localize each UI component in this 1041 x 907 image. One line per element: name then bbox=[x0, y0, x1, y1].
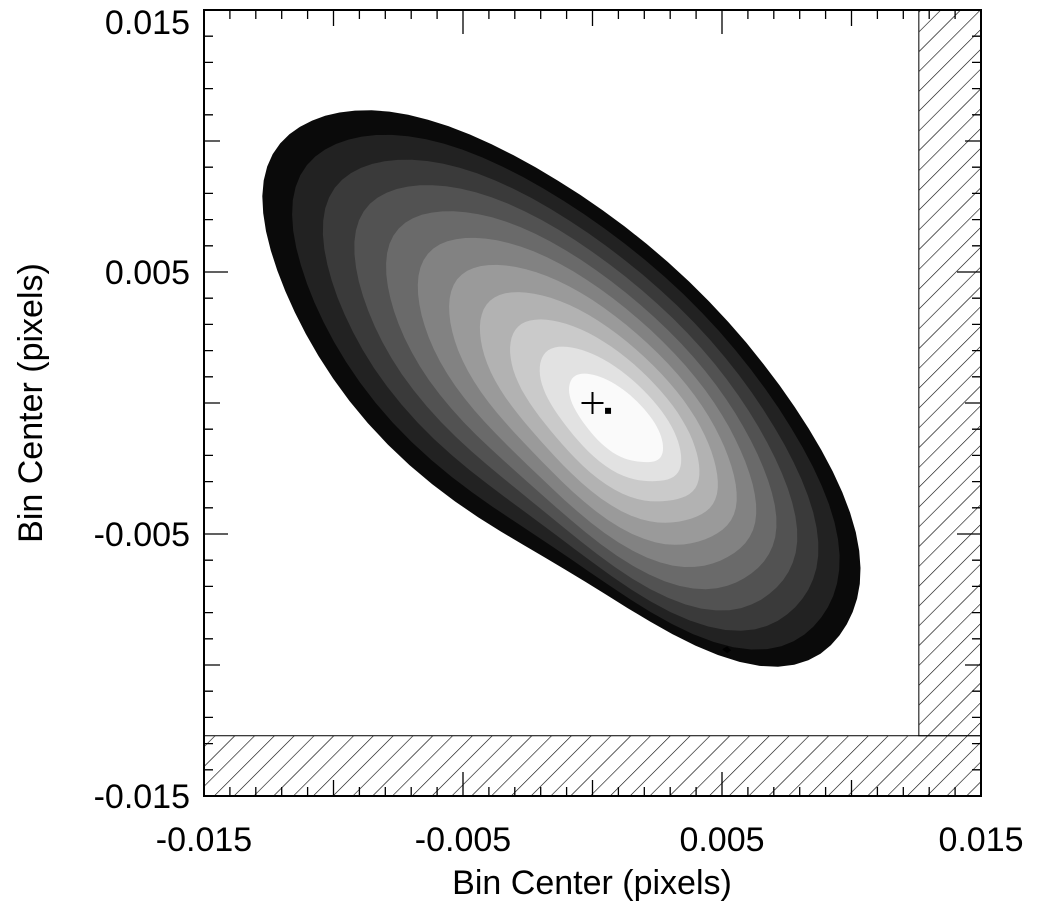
y-tick-label: 0.005 bbox=[105, 254, 190, 292]
tick-layer bbox=[204, 10, 981, 796]
square-marker bbox=[605, 407, 612, 414]
y-tick-labels: -0.015 -0.005 0.005 0.015 bbox=[94, 4, 190, 816]
x-tick-label: -0.015 bbox=[156, 821, 252, 859]
x-tick-label: 0.015 bbox=[938, 821, 1023, 859]
y-axis-title: Bin Center (pixels) bbox=[12, 263, 50, 543]
y-tick-label: -0.015 bbox=[94, 778, 190, 816]
x-tick-label: -0.005 bbox=[415, 821, 511, 859]
x-tick-label: 0.005 bbox=[679, 821, 764, 859]
y-tick-label: -0.005 bbox=[94, 516, 190, 554]
y-tick-label: 0.015 bbox=[105, 4, 190, 42]
x-axis-title: Bin Center (pixels) bbox=[452, 864, 732, 902]
contour-layer bbox=[262, 110, 861, 667]
hatched-region-right-strip bbox=[918, 10, 981, 736]
marker-layer bbox=[581, 392, 732, 654]
x-tick-labels: -0.015 -0.005 0.005 0.015 bbox=[156, 821, 1024, 859]
small-blob bbox=[722, 646, 732, 654]
axis-ticks bbox=[204, 10, 981, 796]
plus-marker bbox=[581, 392, 604, 414]
